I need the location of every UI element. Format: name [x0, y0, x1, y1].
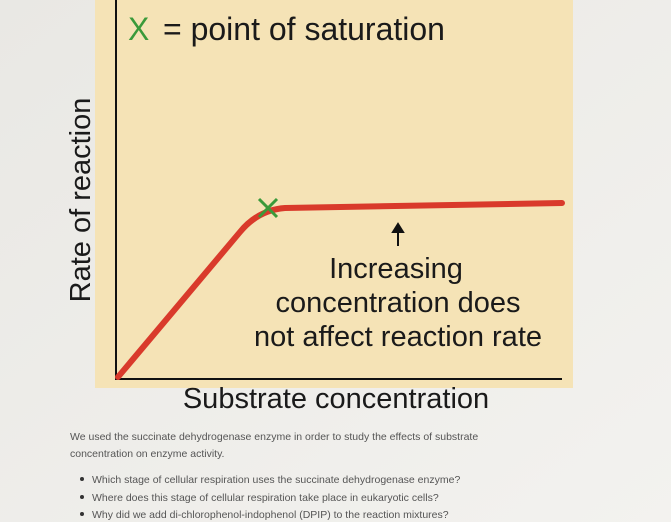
bullet [80, 512, 84, 516]
x-axis-label: Substrate concentration [183, 383, 489, 415]
paragraph-line: concentration on enzyme activity. [70, 448, 224, 460]
figure-panel [95, 0, 573, 388]
saturation-marker [257, 197, 279, 219]
annotation-line: concentration does [275, 287, 520, 319]
y-axis-label: Rate of reaction [65, 98, 97, 303]
annotation-line: not affect reaction rate [254, 321, 542, 353]
paragraph-line: We used the succinate dehydrogenase enzy… [70, 431, 478, 443]
legend-text: = point of saturation [163, 11, 445, 47]
bullet [80, 477, 84, 481]
question: Which stage of cellular respiration uses… [92, 474, 460, 486]
legend-marker: X [128, 11, 149, 47]
annotation-line: Increasing [329, 253, 463, 285]
annotation-arrow [391, 222, 405, 246]
question: Why did we add di-chlorophenol-indopheno… [92, 509, 449, 521]
bullet [80, 495, 84, 499]
question: Where does this stage of cellular respir… [92, 492, 439, 504]
